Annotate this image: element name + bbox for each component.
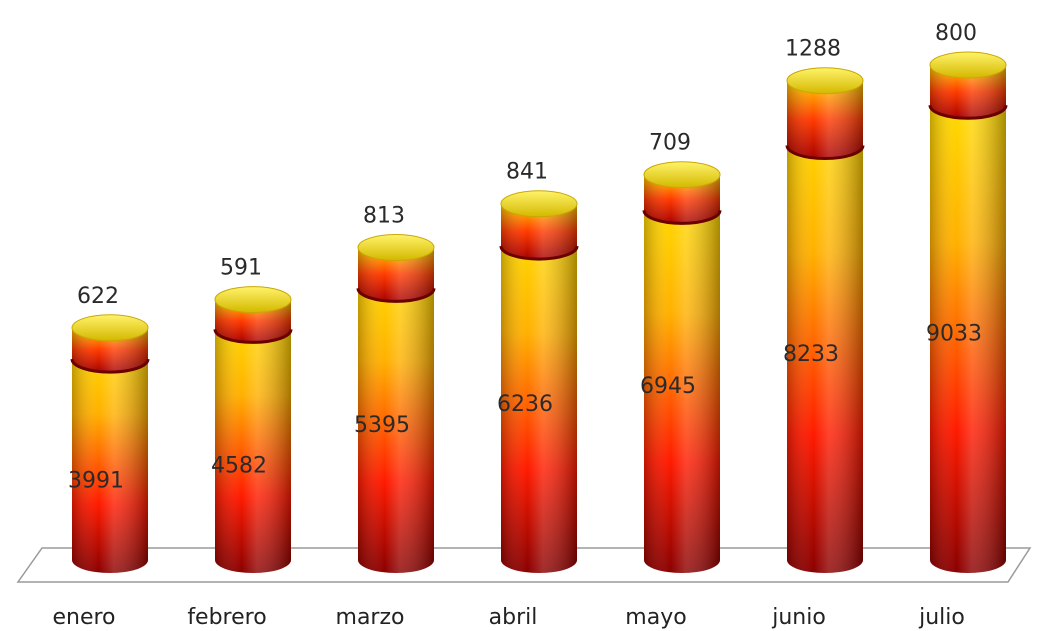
bar-cap xyxy=(643,161,721,189)
bar-divider xyxy=(70,358,150,374)
bar-junio xyxy=(785,67,865,573)
value-label-upper: 841 xyxy=(506,160,548,185)
value-label-lower: 6236 xyxy=(497,392,553,417)
value-label-lower: 6945 xyxy=(640,374,696,399)
labels-group: 3991 622 enero 4582 591 febrero 5395 813 marzo 62… xyxy=(52,21,982,630)
bar-divider xyxy=(213,329,293,344)
bar-divider xyxy=(499,245,579,261)
bar-cap xyxy=(357,233,435,261)
bar-shading xyxy=(930,65,1006,573)
bar-julio xyxy=(928,51,1008,573)
bar-divider xyxy=(785,145,865,161)
value-label-upper: 813 xyxy=(363,203,405,228)
bar-shading xyxy=(787,80,863,573)
bar-divider xyxy=(642,210,722,225)
bar-febrero xyxy=(213,286,293,573)
bar-shading xyxy=(215,299,291,573)
bars-group xyxy=(70,51,1008,574)
bar-shading xyxy=(501,203,577,573)
bar-cap xyxy=(929,51,1007,79)
value-label-upper: 622 xyxy=(77,284,119,309)
bar-upper-shading xyxy=(501,203,577,260)
bar-cap xyxy=(500,190,578,218)
bar-cap xyxy=(786,67,864,95)
category-label: febrero xyxy=(187,605,266,630)
value-label-lower: 4582 xyxy=(211,454,267,479)
value-label-upper: 800 xyxy=(935,21,977,46)
bar-abril xyxy=(499,190,579,573)
bar-shading xyxy=(72,327,148,573)
bar-enero xyxy=(70,314,150,573)
bar-shading xyxy=(644,174,720,573)
bar-cap xyxy=(71,314,149,342)
bar-upper-shading xyxy=(930,65,1006,119)
bar-upper-shading xyxy=(644,174,720,224)
value-label-upper: 591 xyxy=(220,256,262,281)
bar-shading xyxy=(358,247,434,574)
bar-marzo xyxy=(356,233,436,574)
bar-cap xyxy=(214,286,292,314)
bar-mayo xyxy=(642,161,722,573)
value-label-upper: 1288 xyxy=(785,37,841,62)
value-label-lower: 5395 xyxy=(354,413,410,438)
category-label: julio xyxy=(918,605,965,630)
value-label-upper: 709 xyxy=(649,131,691,156)
value-label-lower: 9033 xyxy=(926,322,982,347)
category-label: enero xyxy=(52,605,115,630)
category-label: junio xyxy=(771,605,826,630)
value-label-lower: 8233 xyxy=(783,342,839,367)
category-label: abril xyxy=(489,605,538,630)
value-label-lower: 3991 xyxy=(68,469,124,494)
category-label: mayo xyxy=(625,605,686,630)
bar-upper-shading xyxy=(358,247,434,302)
bar-upper-shading xyxy=(787,80,863,159)
bar-divider xyxy=(928,105,1008,120)
category-label: marzo xyxy=(336,605,405,630)
bar-divider xyxy=(356,288,436,303)
